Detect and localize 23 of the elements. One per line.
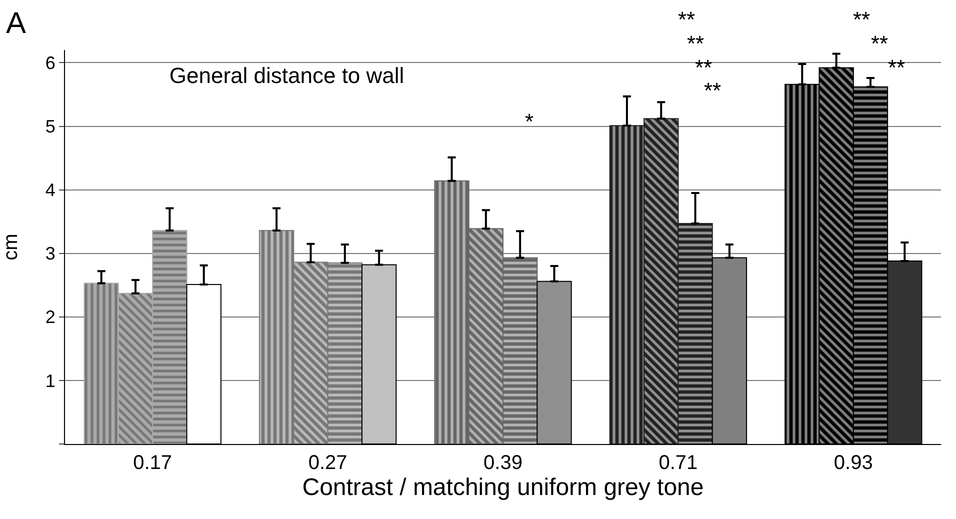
annotation: ** — [871, 31, 889, 56]
text: ** — [853, 7, 871, 32]
text: A — [6, 7, 26, 40]
x-axis-title: Contrast / matching uniform grey tone — [302, 474, 704, 501]
x-tick-label: 0.39 — [484, 452, 522, 474]
annotation: ** — [888, 55, 906, 80]
y-tick-label: 1 — [45, 370, 56, 391]
y-tick-label: 6 — [45, 53, 56, 74]
text: General distance to wall — [169, 62, 404, 88]
y-tick-label: 5 — [45, 116, 56, 137]
y-tick-label: 2 — [45, 307, 56, 328]
y-tick-label: 4 — [45, 180, 56, 200]
annotation: ** — [687, 31, 705, 56]
annotation: ** — [695, 55, 713, 80]
x-tick-label: 0.17 — [133, 452, 172, 474]
annotation: * — [525, 109, 534, 134]
y-tick-label: 3 — [45, 244, 56, 264]
text: ** — [678, 7, 696, 32]
annotation: ** — [704, 78, 722, 103]
x-tick-label: 0.27 — [308, 452, 348, 474]
x-tick-label: 0.71 — [658, 452, 698, 474]
y-axis-title: cm — [0, 234, 22, 260]
x-tick-label: 0.93 — [834, 452, 873, 474]
